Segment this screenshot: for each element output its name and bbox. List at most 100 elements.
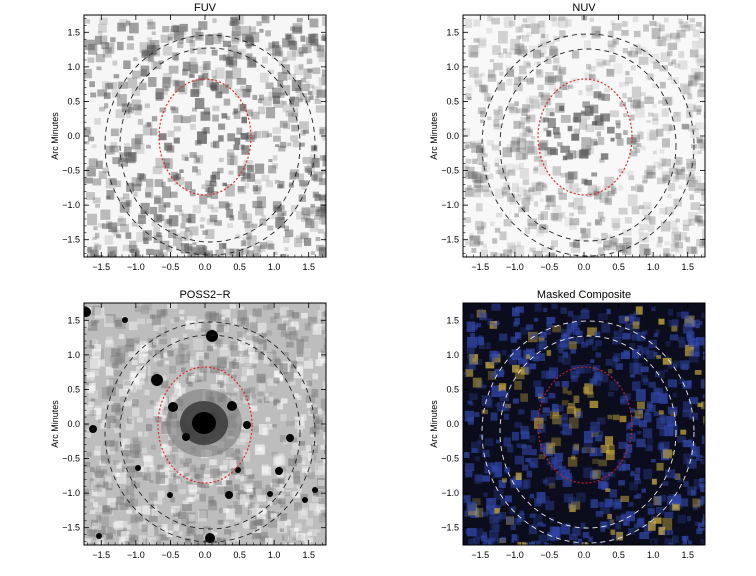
image-pixel <box>154 179 164 187</box>
image-pixel <box>159 338 168 345</box>
image-pixel <box>182 500 189 506</box>
image-pixel <box>540 34 549 45</box>
image-pixel <box>663 17 669 23</box>
axes: −1.5−1.5−1.0−1.0−0.5−0.50.00.00.50.51.01… <box>441 15 705 272</box>
image-pixel <box>244 502 251 508</box>
image-pixel <box>539 40 548 48</box>
image-pixel <box>146 318 153 324</box>
image-pixel <box>315 462 325 475</box>
image-pixel <box>84 461 91 468</box>
image-pixel <box>102 481 109 489</box>
image-pixel <box>637 331 646 342</box>
image-pixel <box>148 342 157 348</box>
image-pixel <box>99 17 108 25</box>
image-pixel <box>466 321 476 333</box>
image-pixel <box>647 225 655 232</box>
image-pixel <box>616 531 624 541</box>
image-pixel <box>261 15 270 24</box>
image-pixel <box>688 170 695 180</box>
image-pixel <box>286 341 294 348</box>
image-pixel <box>190 114 196 122</box>
image-pixel <box>229 350 240 359</box>
image-pixel <box>84 405 93 415</box>
image-pixel <box>507 169 516 176</box>
y-tick-label: −1.5 <box>441 235 459 245</box>
image-pixel <box>494 461 502 469</box>
image-pixel <box>247 510 253 515</box>
image-pixel <box>146 122 151 127</box>
image-pixel <box>563 493 574 503</box>
image-pixel <box>646 437 654 444</box>
image-pixel <box>675 218 680 223</box>
image-pixel <box>293 454 302 464</box>
image-pixel <box>123 380 131 386</box>
image-pixel <box>94 476 100 484</box>
image-pixel <box>306 402 313 409</box>
image-pixel <box>265 180 274 188</box>
image-pixel <box>671 325 678 332</box>
image-pixel <box>653 254 659 257</box>
x-tick-label: 0.5 <box>233 262 246 272</box>
image-pixel <box>189 355 199 367</box>
x-tick-label: 0.5 <box>612 262 625 272</box>
image-pixel <box>539 331 547 339</box>
image-pixel <box>155 92 163 101</box>
image-pixel <box>209 365 220 374</box>
image-pixel <box>494 110 503 121</box>
image-pixel <box>561 380 569 388</box>
image-pixel <box>677 478 683 483</box>
image-pixel <box>675 156 683 165</box>
image-pixel <box>168 65 179 74</box>
image-pixel <box>174 80 185 93</box>
image-pixel <box>292 442 300 449</box>
image-pixel <box>192 79 200 89</box>
image-pixel <box>111 348 121 357</box>
image-pixel <box>132 437 139 443</box>
image-pixel <box>146 178 154 188</box>
image-pixel <box>93 481 102 492</box>
image-pixel <box>174 176 185 186</box>
image-pixel <box>612 223 620 231</box>
image-pixel <box>153 354 161 362</box>
image-pixel <box>107 252 113 257</box>
image-pixel <box>155 472 166 484</box>
image-pixel <box>653 388 664 396</box>
image-pixel <box>572 239 580 249</box>
image-pixel <box>637 345 643 352</box>
panel-nuv: NUV −1.5−1.5−1.0−1.0−0.5−0.50.00.00.50.5… <box>429 2 706 272</box>
image-pixel <box>668 125 675 131</box>
image-pixel <box>142 364 149 370</box>
image-pixel <box>571 375 578 382</box>
image-pixel <box>90 249 99 257</box>
image-pixel <box>567 390 572 395</box>
image-pixel <box>471 247 477 253</box>
image-pixel <box>141 447 147 454</box>
image-pixel <box>500 498 506 506</box>
image-pixel <box>665 355 670 360</box>
image-pixel <box>537 84 544 91</box>
image-pixel <box>564 468 571 475</box>
image-pixel <box>597 430 604 437</box>
image-pixel <box>581 148 591 156</box>
image-pixel <box>231 15 241 24</box>
image-pixel <box>246 53 253 60</box>
image-pixel <box>695 54 705 63</box>
image-pixel <box>568 336 578 345</box>
image-pixel <box>488 69 496 78</box>
image-pixel <box>538 534 547 544</box>
image-pixel <box>243 356 253 363</box>
image-pixel <box>630 46 635 52</box>
image-pixel <box>492 523 499 530</box>
image-pixel <box>247 502 256 509</box>
image-pixel <box>703 416 705 425</box>
image-pixel <box>207 187 214 194</box>
image-pixel <box>566 323 574 333</box>
image-pixel <box>243 347 252 356</box>
image-pixel <box>302 157 311 164</box>
image-pixel <box>296 532 306 541</box>
image-pixel <box>522 104 530 113</box>
image-pixel <box>527 146 538 155</box>
image-pixel <box>571 50 580 59</box>
image-pixel <box>479 174 488 183</box>
image-pixel <box>226 505 233 510</box>
